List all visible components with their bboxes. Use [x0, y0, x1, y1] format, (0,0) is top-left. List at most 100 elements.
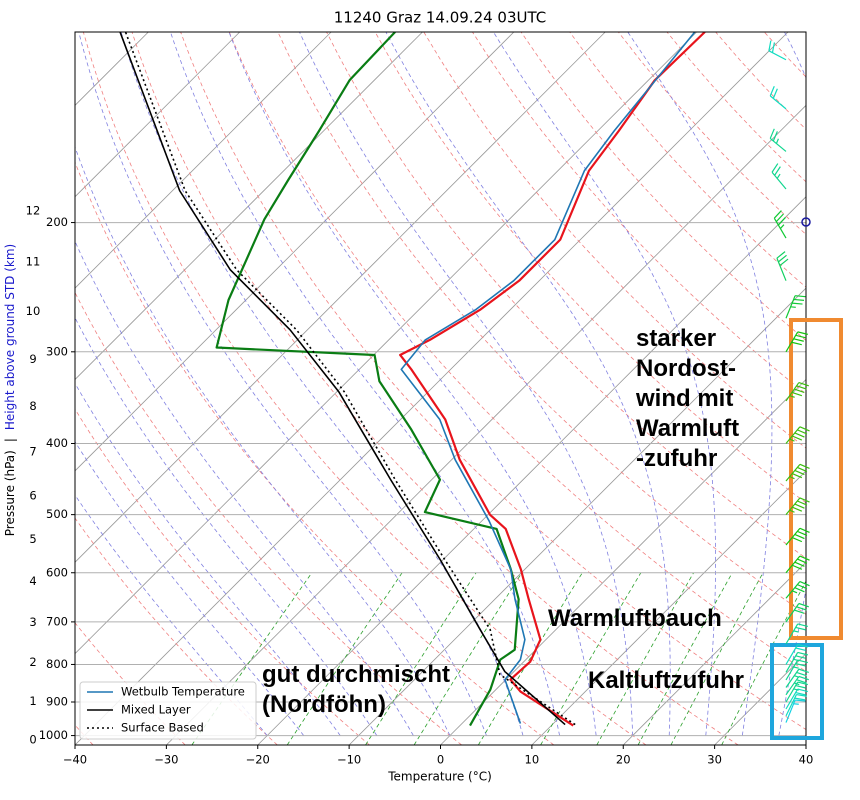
moist-adiabat: [852, 32, 860, 736]
barb-feather: [795, 691, 806, 696]
barb-feather: [799, 463, 810, 469]
wind-barb: [785, 699, 806, 723]
barb-feather: [799, 555, 810, 561]
barb-feather: [796, 679, 807, 684]
barb-feather: [799, 497, 810, 503]
barb-staff: [785, 699, 796, 723]
mixing-ratio-line: [637, 572, 733, 745]
wind-barb: [785, 681, 808, 703]
mixing-ratio-line: [670, 572, 764, 745]
isotherm: [75, 32, 789, 745]
barb-feather: [768, 40, 772, 51]
barb-feather: [775, 213, 784, 223]
barb-feather: [774, 166, 781, 176]
wind-barb: [785, 643, 808, 665]
x-tick-label: −10: [337, 753, 361, 767]
wind-barb: [785, 527, 810, 546]
annotation: Nordost-: [636, 355, 736, 382]
dry-adiabat: [75, 291, 462, 745]
wind-barb: [776, 251, 789, 281]
barb-feather: [794, 682, 800, 686]
moist-adiabat: [75, 240, 414, 736]
moist-adiabat: [75, 316, 378, 736]
barb-feather: [776, 173, 781, 179]
wind-barb: [785, 693, 807, 717]
isotherm: [75, 32, 149, 106]
x-tick-label: −40: [63, 753, 87, 767]
dry-adiabat: [75, 408, 370, 745]
chart-title: 11240 Graz 14.09.24 03UTC: [334, 9, 547, 27]
barb-feather: [794, 533, 805, 540]
height-tick-label: 0: [29, 732, 36, 746]
barb-feather: [769, 86, 775, 97]
barb-feather: [771, 163, 779, 173]
y-tick-label: 800: [46, 657, 68, 671]
barb-feather: [789, 438, 795, 442]
axes: 1000900800700600500400300200012345678910…: [26, 203, 814, 766]
y-tick-label: 600: [46, 565, 68, 579]
barb-feather: [792, 590, 798, 594]
height-tick-label: 11: [26, 254, 41, 268]
height-tick-label: 7: [29, 444, 36, 458]
barb-feather: [793, 630, 799, 633]
y-tick-label: 200: [46, 215, 68, 229]
annotation: Warmluft: [636, 415, 739, 442]
barb-feather: [797, 623, 808, 628]
barb-feather: [793, 298, 805, 301]
barb-feather: [792, 536, 803, 543]
barb-feather: [771, 42, 775, 53]
barb-feather: [796, 385, 807, 390]
wind-barb: [785, 659, 808, 681]
mixing-ratio-line: [413, 572, 523, 745]
wind-barb: [785, 668, 809, 688]
profile-line: [124, 32, 576, 726]
barb-feather: [799, 527, 810, 533]
wind-barb: [785, 555, 810, 574]
wind-barb: [785, 426, 810, 444]
barb-feather: [794, 697, 806, 701]
legend-box: [79, 681, 257, 740]
y-tick-label: 900: [46, 694, 68, 708]
annotation: (Nordföhn): [262, 691, 386, 718]
annotation: Warmluftbauch: [548, 605, 722, 632]
height-tick-label: 12: [26, 203, 41, 217]
barb-feather: [797, 429, 808, 435]
barb-feather: [797, 558, 808, 564]
barb-feather: [794, 587, 805, 593]
wind-barb: [785, 295, 806, 319]
isotherm: [75, 32, 423, 381]
moist-adiabat: [120, 32, 524, 736]
x-axis-label: Temperature (°C): [387, 770, 492, 784]
height-tick-label: 6: [29, 489, 36, 503]
legend-label: Mixed Layer: [121, 703, 191, 717]
y-tick-label: 300: [46, 344, 68, 358]
moist-adiabat: [75, 441, 305, 736]
barb-feather: [798, 602, 809, 608]
isotherm: [75, 32, 332, 289]
barb-staff: [768, 50, 787, 61]
barb-feather: [795, 699, 806, 702]
separator: |: [3, 438, 17, 442]
highlight-box: [789, 318, 843, 640]
y-axis-label: Pressure (hPa) | Height above ground STD (…: [3, 244, 17, 537]
y-tick-label: 400: [46, 436, 68, 450]
x-tick-label: 10: [525, 753, 540, 767]
barb-feather: [797, 681, 808, 686]
wind-barb: [785, 602, 809, 623]
mixing-ratio-line: [540, 572, 642, 745]
barb-feather: [799, 580, 810, 587]
barb-feather: [791, 341, 802, 346]
mixing-ratio-line: [365, 572, 477, 745]
annotation: starker: [636, 325, 716, 352]
y-label: Pressure (hPa): [3, 450, 17, 536]
dry-adiabat: [180, 32, 806, 731]
barb-staff: [776, 257, 787, 281]
moist-adiabat: [299, 32, 634, 736]
barb-feather: [799, 426, 810, 432]
x-tick-label: 30: [707, 753, 722, 767]
height-tick-label: 10: [26, 304, 41, 318]
barb-feather: [772, 88, 778, 99]
barb-feather: [796, 693, 807, 697]
annotations: starker Nordost-wind mit Warmluft -zufuhr Wa…: [262, 325, 744, 718]
moist-adiabat: [815, 32, 860, 736]
